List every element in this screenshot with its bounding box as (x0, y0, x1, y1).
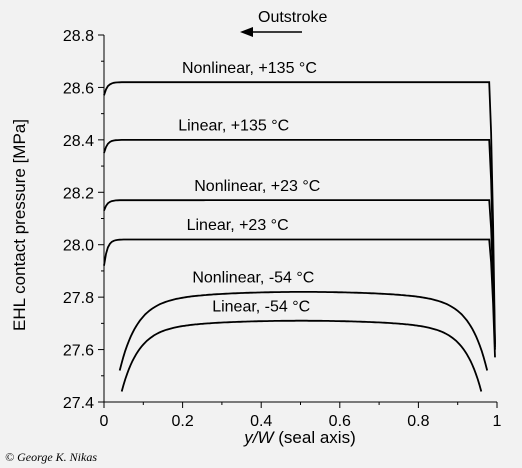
series-labels: Nonlinear, +135 °C Linear, +135 °C Nonline… (178, 60, 320, 316)
series-line-3 (103, 238, 496, 358)
x-axis-label-italic: y/W (243, 428, 275, 447)
x-tick-label: 0 (100, 413, 109, 430)
x-axis-label: y/W (seal axis) (243, 428, 355, 447)
series-label-0: Nonlinear, +135 °C (182, 60, 317, 77)
outstroke-arrowhead (240, 27, 253, 37)
x-tick-label: 0.8 (407, 413, 429, 430)
y-axis-label: EHL contact pressure [MPa] (10, 119, 29, 331)
series-line-0 (103, 81, 496, 345)
series-label-5: Linear, -54 °C (212, 298, 310, 315)
y-tick-label: 27.6 (63, 343, 94, 360)
x-tick-label: 0.4 (250, 413, 272, 430)
y-tick-label: 28.6 (63, 80, 94, 97)
x-tick-label: 0.2 (171, 413, 193, 430)
y-tick-label: 28.0 (63, 238, 94, 255)
series-label-2: Nonlinear, +23 °C (194, 178, 320, 195)
series-line-2 (103, 199, 496, 347)
axes: 27.4 27.6 27.8 28.0 28.2 28.4 28.6 28.8 0 0.2 0.4 0… (63, 28, 502, 430)
x-tick-label: 1 (493, 413, 502, 430)
y-tick-label: 28.8 (63, 28, 94, 45)
series-label-4: Nonlinear, -54 °C (192, 270, 314, 287)
y-tick-label: 27.8 (63, 290, 94, 307)
outstroke-label: Outstroke (258, 9, 327, 26)
x-axis-label-rest: (seal axis) (274, 428, 356, 447)
series-label-3: Linear, +23 °C (187, 217, 289, 234)
series-line-1 (103, 139, 496, 350)
y-tick-label: 28.4 (63, 133, 94, 150)
series-line-4 (118, 291, 489, 371)
x-tick-label: 0.6 (329, 413, 351, 430)
curves (103, 81, 496, 392)
y-tick-label: 28.2 (63, 185, 94, 202)
outstroke-annotation: Outstroke (240, 9, 327, 37)
series-label-1: Linear, +135 °C (178, 118, 289, 135)
series-line-5 (120, 319, 483, 392)
copyright: © George K. Nikas (5, 450, 97, 464)
y-tick-label: 27.4 (63, 395, 94, 412)
